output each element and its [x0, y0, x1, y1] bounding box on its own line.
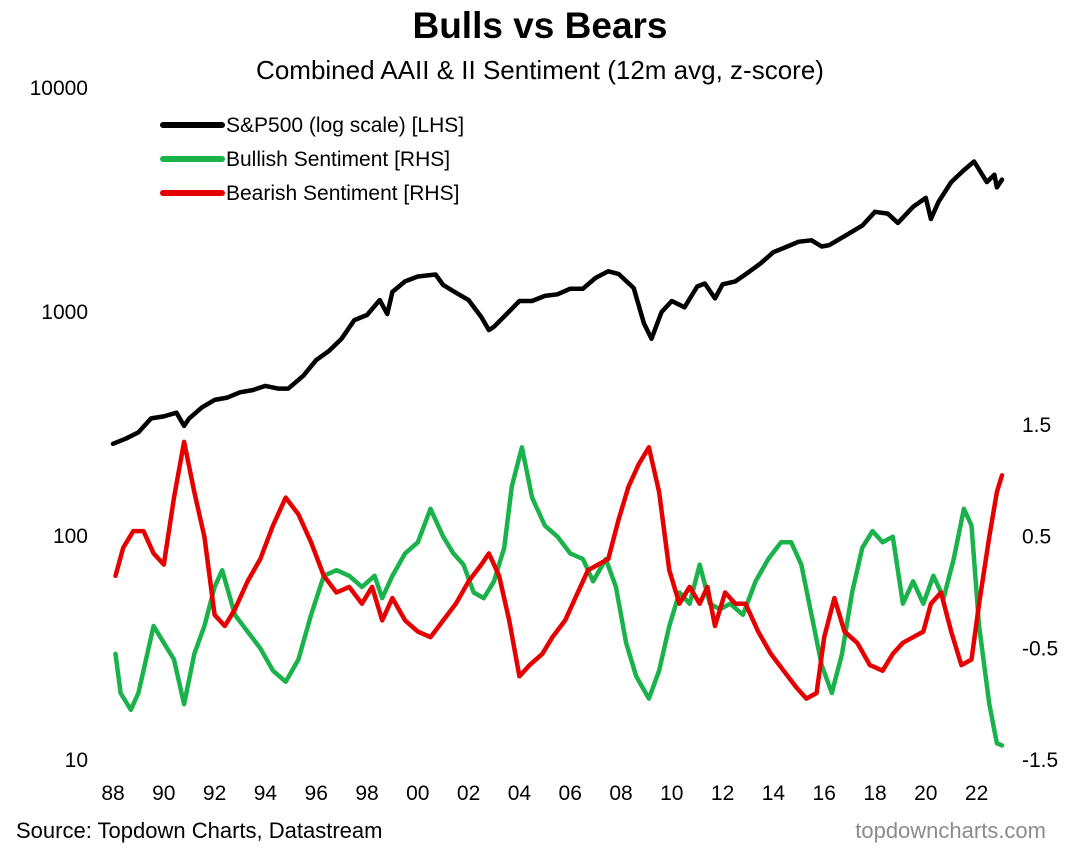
legend-label: Bullish Sentiment [RHS]: [226, 148, 450, 171]
x-tick-label: 12: [711, 782, 734, 805]
x-tick-label: 06: [559, 782, 582, 805]
series-line-1: [113, 445, 1005, 748]
brand-watermark: topdowncharts.com: [855, 818, 1046, 843]
right-tick-label: -0.5: [1022, 637, 1058, 660]
left-tick-label: 1000: [41, 301, 88, 324]
left-tick-label: 100: [53, 525, 88, 548]
left-axis: 10 100 1000 10000: [30, 77, 88, 772]
x-axis: 88 90 92 94 96 98 00 02 04 06 08 10 12 14 16 18 20 22: [101, 782, 988, 805]
left-tick-label: 10: [65, 749, 88, 772]
right-axis: -1.5 -0.5 0.5 1.5: [1022, 414, 1058, 772]
x-tick-label: 16: [813, 782, 836, 805]
x-tick-label: 18: [863, 782, 886, 805]
x-tick-label: 88: [101, 782, 124, 805]
x-tick-label: 94: [254, 782, 278, 805]
plot-lines: [110, 159, 1005, 748]
x-tick-label: 08: [609, 782, 632, 805]
x-tick-label: 22: [965, 782, 988, 805]
source-note: Source: Topdown Charts, Datastream: [16, 818, 382, 843]
x-tick-label: 04: [508, 782, 532, 805]
chart-title: Bulls vs Bears: [412, 5, 667, 46]
right-tick-label: 0.5: [1022, 526, 1051, 549]
x-tick-label: 96: [305, 782, 328, 805]
right-tick-label: 1.5: [1022, 414, 1051, 437]
x-tick-label: 92: [203, 782, 226, 805]
legend-label: Bearish Sentiment [RHS]: [226, 182, 459, 205]
right-tick-label: -1.5: [1022, 749, 1058, 772]
legend: S&P500 (log scale) [LHS] Bullish Sentimen…: [160, 114, 464, 205]
x-tick-label: 00: [406, 782, 429, 805]
x-tick-label: 14: [762, 782, 786, 805]
left-tick-label: 10000: [30, 77, 88, 100]
x-tick-label: 90: [152, 782, 175, 805]
series-line-2: [113, 439, 1005, 701]
x-tick-label: 10: [660, 782, 683, 805]
chart-subtitle: Combined AAII & II Sentiment (12m avg, z…: [256, 55, 824, 85]
legend-label: S&P500 (log scale) [LHS]: [226, 114, 464, 137]
x-tick-label: 98: [355, 782, 378, 805]
series-line-0: [110, 159, 1005, 447]
x-tick-label: 02: [457, 782, 480, 805]
x-tick-label: 20: [914, 782, 937, 805]
